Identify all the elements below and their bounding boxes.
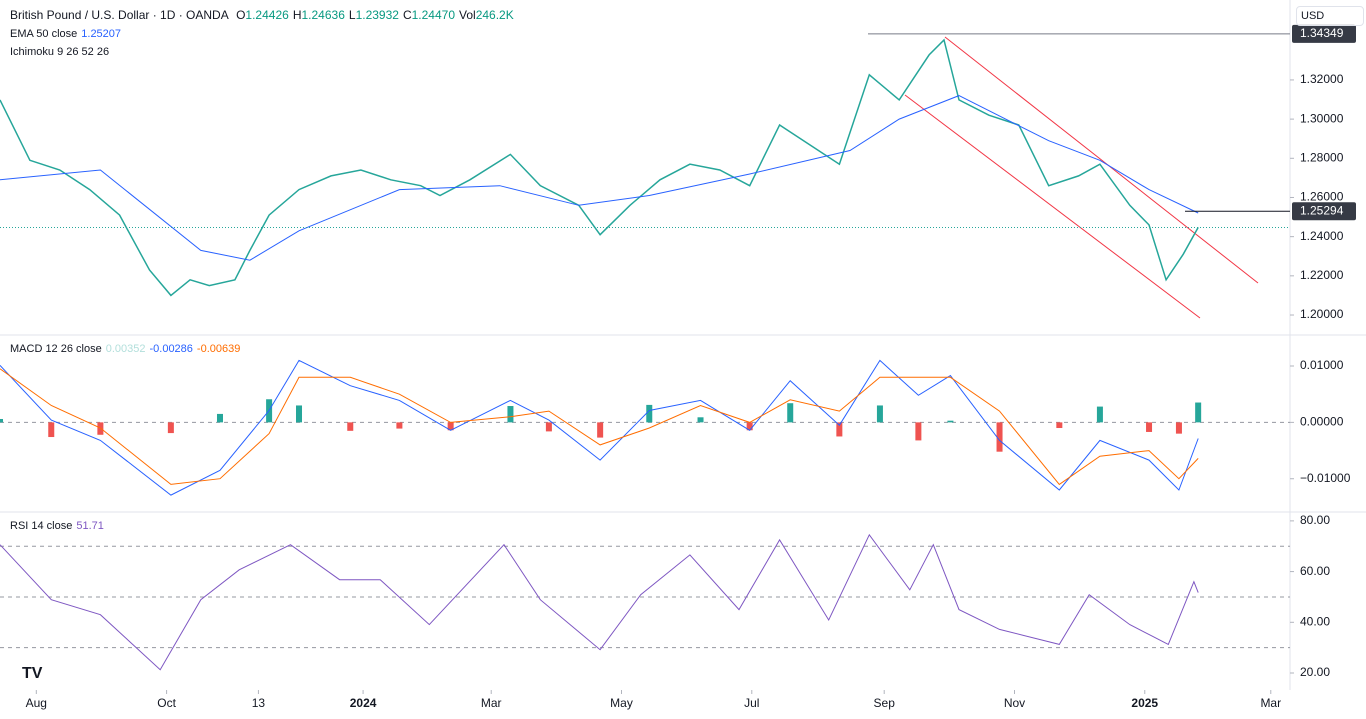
legend-name: Ichimoku 9 26 52 26 (10, 46, 110, 58)
legend-value: 1.25207 (81, 28, 122, 40)
histogram-bar (697, 417, 704, 423)
series-line (0, 95, 1199, 261)
series-line (0, 368, 1199, 486)
histogram-bar (836, 422, 843, 437)
y-tick-label: 1.20000 (1300, 307, 1344, 321)
histogram-bar (167, 422, 174, 434)
rsi-legend: RSI 14 close 51.71 (10, 520, 108, 532)
histogram-bar (447, 422, 454, 431)
y-tick-label: 1.24000 (1300, 229, 1344, 243)
x-tick-label: Jul (744, 696, 759, 710)
legend-value: 51.71 (76, 520, 104, 532)
x-tick-label: May (610, 696, 633, 710)
ohlc-label: H (292, 8, 302, 22)
legend-name: EMA 50 close (10, 28, 78, 40)
y-tick-label: 1.30000 (1300, 111, 1344, 125)
ohlc-value: 1.24636 (301, 8, 345, 22)
ohlc-label: C (402, 8, 412, 22)
histogram-bar (876, 405, 883, 423)
header: British Pound / U.S. Dollar · 1D · OANDA… (10, 8, 522, 22)
histogram-bar (0, 418, 3, 423)
legend-value: 0.00352 (105, 343, 146, 355)
histogram-bar (947, 420, 954, 423)
price-tag-label: 1.34349 (1300, 26, 1344, 40)
ichimoku-legend: Ichimoku 9 26 52 26 (10, 46, 113, 58)
histogram-bar (646, 404, 653, 423)
macd-legend: MACD 12 26 close 0.00352 -0.00286 -0.00639 (10, 343, 244, 355)
y-tick-label: 80.00 (1300, 513, 1330, 527)
y-tick-label: 1.32000 (1300, 72, 1344, 86)
y-tick-label: 40.00 (1300, 614, 1330, 628)
x-tick-label: Nov (1004, 696, 1025, 710)
currency-button[interactable]: USD (1296, 6, 1364, 26)
ohlc-value: 1.23932 (355, 8, 399, 22)
histogram-bar (1146, 422, 1153, 432)
ohlc-label: Vol (459, 8, 476, 22)
ohlc-label: O (236, 8, 246, 22)
ema-legend: EMA 50 close 1.25207 (10, 28, 125, 40)
histogram-bar (396, 422, 403, 429)
ohlc-label: L (348, 8, 356, 22)
legend-name: MACD 12 26 close (10, 343, 102, 355)
histogram-bar (746, 422, 753, 431)
y-tick-label: 20.00 (1300, 665, 1330, 679)
x-tick-label: 13 (252, 696, 266, 710)
histogram-bar (1195, 402, 1202, 423)
histogram-bar (1056, 422, 1063, 429)
series-line (0, 359, 1199, 496)
y-tick-label: 60.00 (1300, 564, 1330, 578)
y-tick-label: 1.26000 (1300, 190, 1344, 204)
x-tick-label: Mar (481, 696, 502, 710)
y-tick-label: 0.00000 (1300, 415, 1344, 429)
channel-line (944, 36, 1259, 284)
y-tick-label: 1.28000 (1300, 150, 1344, 164)
logo: TV (22, 665, 43, 682)
y-tick-label: −0.01000 (1300, 471, 1351, 485)
histogram-bar (597, 422, 604, 438)
ohlc-value: 1.24470 (411, 8, 456, 22)
ohlc-value: 246.2K (475, 8, 514, 22)
channel-line (904, 94, 1201, 319)
price-tag (1292, 202, 1356, 221)
ohlc: O1.24426 H1.24636 L1.23932 C1.24470 Vol246.2… (236, 8, 518, 22)
histogram-bar (915, 422, 922, 441)
legend-value: -0.00286 (149, 343, 193, 355)
symbol: British Pound / U.S. Dollar · 1D · OANDA (10, 8, 229, 22)
histogram-bar (507, 406, 514, 423)
x-tick-label: Mar (1260, 696, 1281, 710)
histogram-bar (1175, 422, 1182, 434)
histogram-bar (296, 405, 303, 423)
series-line (0, 38, 1199, 297)
price-tag (1292, 24, 1356, 43)
x-tick-label: Aug (26, 696, 47, 710)
histogram-bar (545, 422, 552, 432)
y-tick-label: 0.01000 (1300, 358, 1344, 372)
x-tick-label: 2024 (350, 696, 377, 710)
x-tick-label: 2025 (1131, 696, 1158, 710)
legend-value: -0.00639 (196, 343, 241, 355)
histogram-bar (996, 422, 1003, 452)
histogram-bar (347, 422, 354, 431)
histogram-bar (787, 403, 794, 423)
histogram-bar (216, 413, 223, 423)
price-tag-label: 1.25294 (1300, 203, 1344, 217)
ohlc-value: 1.24426 (245, 8, 289, 22)
histogram-bar (1096, 406, 1103, 423)
histogram-bar (48, 422, 55, 438)
x-tick-label: Oct (157, 696, 176, 710)
series-line (0, 533, 1199, 671)
y-tick-label: 1.22000 (1300, 268, 1344, 282)
x-tick-label: Sep (874, 696, 896, 710)
legend-name: RSI 14 close (10, 520, 73, 532)
